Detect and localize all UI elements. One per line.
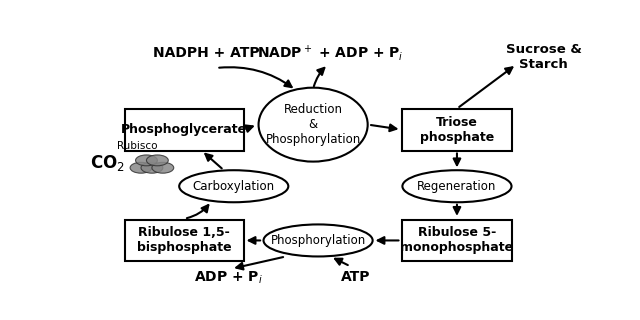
Ellipse shape [264, 224, 372, 256]
Text: CO$_2$: CO$_2$ [90, 153, 125, 173]
Ellipse shape [179, 170, 288, 202]
Circle shape [141, 162, 163, 173]
FancyBboxPatch shape [403, 220, 511, 261]
Text: NADP$^+$ + ADP + P$_i$: NADP$^+$ + ADP + P$_i$ [257, 43, 404, 63]
Text: Rubisco: Rubisco [116, 140, 157, 151]
FancyBboxPatch shape [125, 220, 244, 261]
Text: Reduction
&
Phosphorylation: Reduction & Phosphorylation [266, 103, 361, 146]
Circle shape [147, 155, 168, 166]
Text: ATP: ATP [340, 270, 370, 284]
FancyBboxPatch shape [125, 108, 244, 150]
Text: Ribulose 1,5-
bisphosphate: Ribulose 1,5- bisphosphate [137, 227, 232, 254]
Circle shape [152, 162, 173, 173]
Text: Regeneration: Regeneration [417, 180, 497, 193]
Text: Phosphorylation: Phosphorylation [271, 234, 365, 247]
Text: ADP + P$_i$: ADP + P$_i$ [195, 269, 263, 286]
Text: Triose
phosphate: Triose phosphate [420, 116, 494, 144]
Circle shape [130, 162, 152, 173]
Ellipse shape [259, 88, 367, 162]
Ellipse shape [403, 170, 511, 202]
Circle shape [136, 155, 157, 166]
Text: Sucrose &
Starch: Sucrose & Starch [506, 43, 582, 71]
Text: Ribulose 5-
monophosphate: Ribulose 5- monophosphate [401, 227, 513, 254]
FancyBboxPatch shape [403, 108, 511, 150]
Text: Phosphoglycerate: Phosphoglycerate [121, 123, 247, 136]
Text: Carboxylation: Carboxylation [193, 180, 275, 193]
Text: NADPH + ATP: NADPH + ATP [153, 46, 260, 60]
